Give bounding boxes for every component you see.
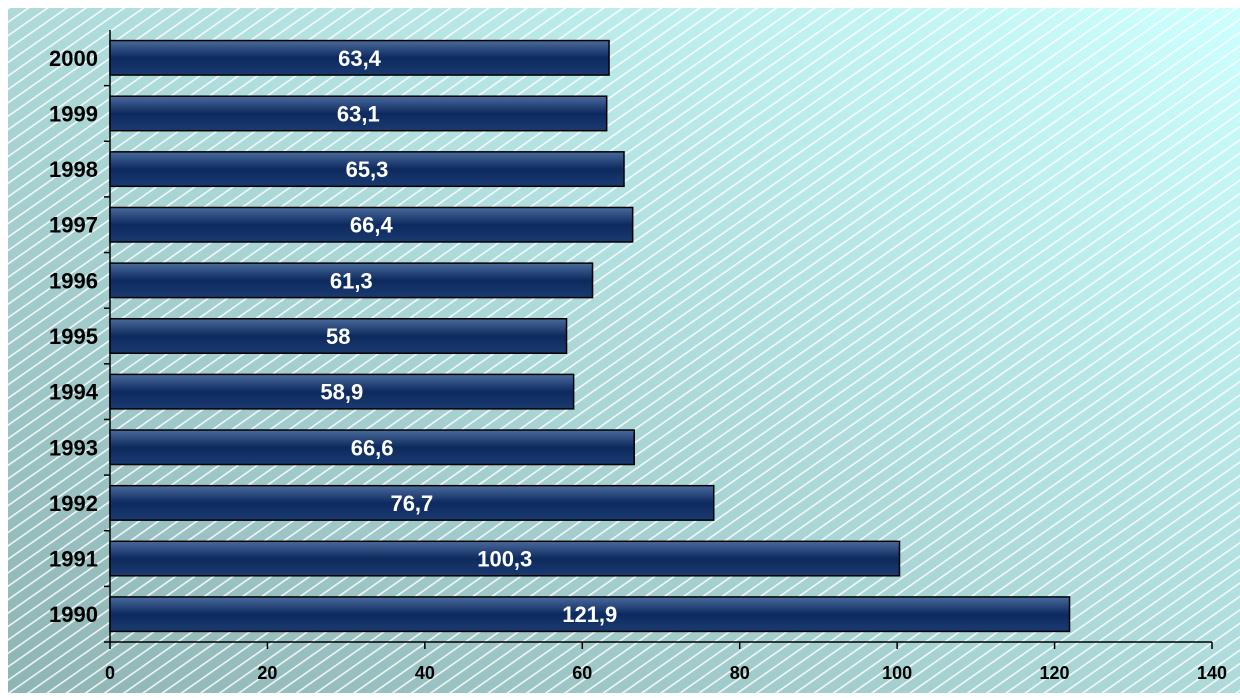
value-label-1998: 65,3: [346, 157, 389, 182]
y-tick-label-1992: 1992: [49, 491, 98, 516]
y-tick-label-1990: 1990: [49, 602, 98, 627]
value-label-1994: 58,9: [320, 380, 363, 405]
y-tick-label-1998: 1998: [49, 157, 98, 182]
y-tick-label-2000: 2000: [49, 46, 98, 71]
x-tick-label-0: 0: [105, 663, 115, 683]
y-tick-label-1993: 1993: [49, 435, 98, 460]
value-label-1991: 100,3: [477, 547, 532, 572]
y-tick-label-1991: 1991: [49, 547, 98, 572]
x-tick-label-60: 60: [572, 663, 592, 683]
x-tick-label-120: 120: [1040, 663, 1070, 683]
y-tick-label-1994: 1994: [49, 380, 99, 405]
x-tick-label-140: 140: [1197, 663, 1227, 683]
value-label-1990: 121,9: [562, 602, 617, 627]
value-label-1999: 63,1: [337, 101, 380, 126]
value-label-1997: 66,4: [350, 213, 394, 238]
y-tick-label-1996: 1996: [49, 268, 98, 293]
value-label-1993: 66,6: [351, 435, 394, 460]
value-label-2000: 63,4: [338, 46, 382, 71]
y-tick-label-1995: 1995: [49, 324, 98, 349]
x-tick-label-20: 20: [257, 663, 277, 683]
x-tick-label-40: 40: [415, 663, 435, 683]
value-label-1996: 61,3: [330, 268, 373, 293]
x-tick-label-80: 80: [730, 663, 750, 683]
value-label-1995: 58: [326, 324, 350, 349]
y-tick-label-1999: 1999: [49, 101, 98, 126]
y-tick-label-1997: 1997: [49, 213, 98, 238]
x-tick-label-100: 100: [882, 663, 912, 683]
value-label-1992: 76,7: [390, 491, 433, 516]
